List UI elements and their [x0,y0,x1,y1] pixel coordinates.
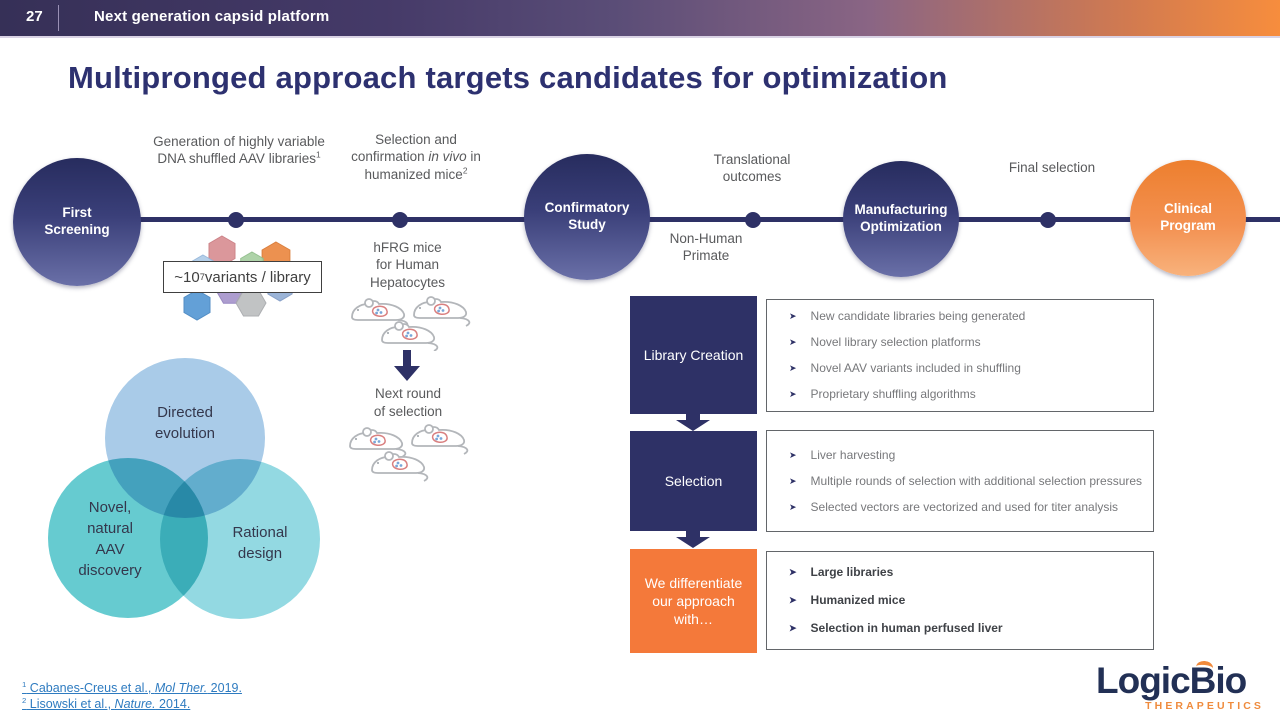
footnote-journal: Mol Ther. [154,681,208,695]
selection-bullets: ➤ Liver harvesting ➤ Multiple rounds of sel… [766,430,1154,532]
venn-diagram: Directed evolution Novel, natural AAV di… [40,350,340,630]
footnote-text: Lisowski et al., [26,697,115,711]
bullet-arrow-icon: ➤ [789,567,797,577]
bullet-item: ➤ Novel library selection platforms [789,335,1143,350]
bullet-arrow-icon: ➤ [789,623,797,633]
bullet-arrow-icon: ➤ [789,389,797,399]
bullet-text: Multiple rounds of selection with additi… [810,473,1143,488]
stage-manufacturing-optimization: Manufacturing Optimization [843,161,959,277]
process-box-library-creation: Library Creation [630,296,757,414]
process-box-differentiate: We differentiate our approach with… [630,549,757,653]
timeline-dot [392,212,408,228]
footnote-link-1[interactable]: 1 Cabanes-Creus et al., Mol Ther. 2019. [22,679,242,695]
bullet-text: Liver harvesting [810,447,896,462]
annotation-selection: Selection and confirmation in vivo in hu… [345,131,487,183]
bullet-item: ➤ Proprietary shuffling algorithms [789,387,1143,402]
bullet-item: ➤ New candidate libraries being generated [789,309,1143,324]
process-arrow-icon [676,530,710,548]
venn-circle-rational-design [160,459,320,619]
bullet-text: New candidate libraries being generated [810,309,1026,323]
process-arrow-icon [676,413,710,431]
bullet-text: Selection in human perfused liver [810,621,1003,635]
footnote-link-2[interactable]: 2 Lisowski et al., Nature. 2014. [22,695,191,711]
annotation-translational-outcomes: Translational outcomes [713,152,791,185]
timeline-line [77,217,1280,222]
footnote-year: 2019. [207,681,242,695]
header-bar: 27 Next generation capsid platform [0,0,1280,38]
venn-label-directed-evolution: Directed evolution [154,404,216,442]
variants-pre: ~10 [174,268,200,286]
annotation-generation: Generation of highly variable DNA shuffl… [148,133,330,168]
footnote-journal: Nature. [114,697,156,711]
bullet-arrow-icon: ➤ [789,363,797,373]
venn-label-novel-natural: Novel, natural AAV discovery [78,499,142,579]
annotation-selection-pre: Selection and confirmation [351,132,457,165]
annotation-generation-text: Generation of highly variable DNA shuffl… [153,134,325,167]
humanized-mice-icons [351,296,471,351]
variants-per-library-box: ~10 7 variants / library [163,261,322,293]
bullet-item: ➤ Selected vectors are vectorized and use… [789,500,1143,515]
stage-first-screening: First Screening [13,158,141,286]
footnote-text: Cabanes-Creus et al., [26,681,155,695]
bullet-item: ➤ Multiple rounds of selection with addit… [789,474,1143,489]
next-round-label: Next round of selection [373,386,443,419]
annotation-selection-post: in humanized mice [364,149,481,182]
stage-confirmatory-study: Confirmatory Study [524,154,650,280]
logicbio-logo: LogicBio THERAPEUTICS [1096,660,1264,712]
venn-label-rational-design: Rational design [232,524,288,562]
footnote-sup: 1 [22,679,27,689]
bullet-text: Novel AAV variants included in shuffling [810,361,1021,375]
bullet-text: Selected vectors are vectorized and used… [810,499,1119,514]
logo-tagline: THERAPEUTICS [1145,700,1264,712]
library-creation-bullets: ➤ New candidate libraries being generated… [766,299,1154,412]
slide-number: 27 [26,8,43,25]
differentiate-bullets: ➤ Large libraries ➤ Humanized mice ➤ Selectio… [766,551,1154,650]
bullet-arrow-icon: ➤ [789,595,797,605]
footnote-year: 2014. [155,697,191,711]
bullet-arrow-icon: ➤ [789,337,797,347]
header-title: Next generation capsid platform [94,8,330,25]
timeline-dot [228,212,244,228]
bullet-item: ➤ Liver harvesting [789,448,1143,463]
bullet-text: Novel library selection platforms [810,335,981,349]
timeline-dot [1040,212,1056,228]
footnote-ref-2: 2 [462,165,468,176]
bullet-item: ➤ Novel AAV variants included in shufflin… [789,361,1143,376]
bullet-text: Proprietary shuffling algorithms [810,387,976,401]
bullet-arrow-icon: ➤ [789,475,797,486]
bullet-item: ➤ Humanized mice [789,593,1143,608]
bullet-text: Large libraries [810,565,894,579]
logo-wordmark: LogicBio [1096,660,1247,701]
stage-clinical-program: Clinical Program [1130,160,1246,276]
annotation-final-selection: Final selection [1008,160,1096,175]
process-box-selection: Selection [630,431,757,531]
annotation-hfrg-mice: hFRG mice for Human Hepatocytes [369,240,446,290]
bullet-arrow-icon: ➤ [789,501,797,512]
bullet-item: ➤ Selection in human perfused liver [789,621,1143,636]
bullet-item: ➤ Large libraries [789,565,1143,580]
timeline-dot [745,212,761,228]
header-divider [58,5,59,31]
annotation-selection-italic: in vivo [428,149,467,165]
next-round-arrow-icon [394,350,420,381]
slide-title: Multipronged approach targets candidates… [68,60,948,95]
bullet-arrow-icon: ➤ [789,311,797,321]
next-round-mice-icons [349,424,469,482]
annotation-non-human-primate: Non-Human Primate [669,231,743,264]
variants-post: variants / library [204,268,311,286]
bullet-arrow-icon: ➤ [789,449,797,460]
footnote-ref-1: 1 [315,149,321,160]
bullet-text: Humanized mice [810,593,906,607]
footnote-sup: 2 [22,695,27,705]
